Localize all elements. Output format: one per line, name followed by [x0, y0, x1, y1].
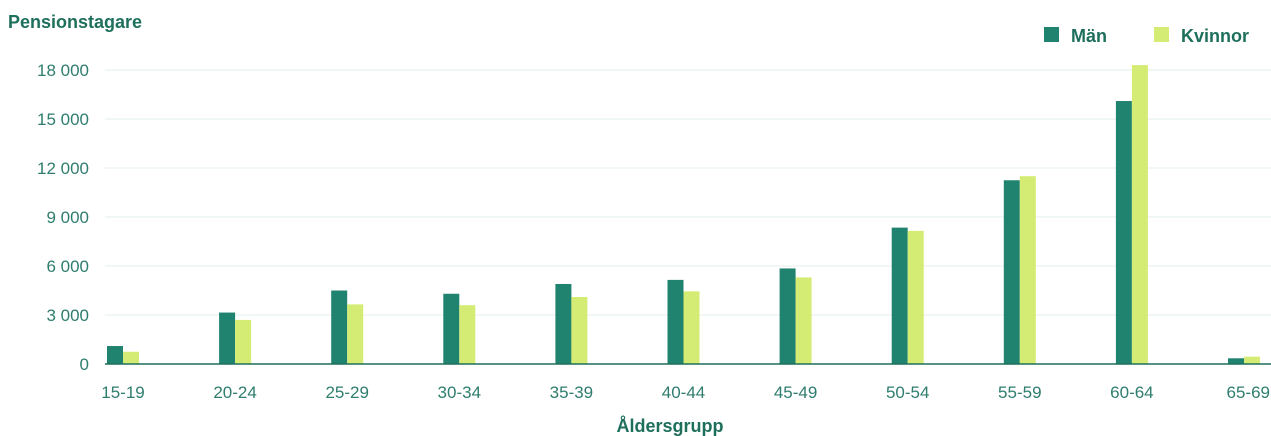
bar-man-50-54 [891, 227, 908, 364]
y-tick-label: 15 000 [37, 110, 89, 129]
bars [107, 65, 1260, 365]
y-tick-label: 0 [80, 355, 89, 374]
x-axis-ticks: 15-19 20-24 25-29 30-34 35-39 40-44 45-49 50-54… [101, 383, 1270, 402]
legend: Män Kvinnor [1044, 26, 1249, 46]
x-tick-label: 35-39 [550, 383, 593, 402]
x-tick-label: 25-29 [325, 383, 368, 402]
bar-kvinnor-30-34 [459, 305, 476, 364]
bar-kvinnor-40-44 [683, 291, 700, 364]
x-tick-label: 55-59 [998, 383, 1041, 402]
legend-swatch-man [1044, 27, 1059, 42]
bar-man-15-19 [107, 346, 123, 364]
bar-kvinnor-60-64 [1131, 65, 1148, 364]
bar-man-45-49 [779, 268, 796, 364]
bar-kvinnor-55-59 [1019, 176, 1036, 364]
bar-kvinnor-50-54 [907, 230, 924, 364]
x-tick-label: 50-54 [886, 383, 929, 402]
bar-kvinnor-15-19 [123, 351, 139, 364]
y-axis-title: Pensionstagare [8, 12, 142, 32]
bar-kvinnor-20-24 [235, 319, 252, 364]
bar-man-20-24 [219, 312, 236, 364]
y-tick-label: 12 000 [37, 159, 89, 178]
x-tick-label: 60-64 [1110, 383, 1153, 402]
y-tick-label: 3 000 [46, 306, 89, 325]
y-axis-ticks: 0 3 000 6 000 9 000 12 000 15 000 18 000 [37, 61, 89, 374]
x-tick-label: 40-44 [662, 383, 705, 402]
bar-man-25-29 [331, 290, 348, 364]
x-tick-label: 20-24 [213, 383, 256, 402]
bar-kvinnor-25-29 [347, 304, 364, 364]
bar-kvinnor-35-39 [571, 297, 588, 364]
y-tick-label: 9 000 [46, 208, 89, 227]
bar-man-40-44 [667, 279, 684, 364]
bar-kvinnor-65-69 [1244, 356, 1260, 364]
bar-man-65-69 [1228, 358, 1244, 364]
bar-man-55-59 [1003, 180, 1020, 364]
bar-man-30-34 [443, 293, 460, 364]
legend-swatch-kvinnor [1154, 27, 1169, 42]
x-axis-title: Åldersgrupp [616, 416, 723, 436]
gridlines [105, 69, 1271, 316]
bar-man-60-64 [1115, 101, 1132, 365]
x-tick-label: 45-49 [774, 383, 817, 402]
y-tick-label: 6 000 [46, 257, 89, 276]
legend-label-kvinnor: Kvinnor [1181, 26, 1249, 46]
bar-kvinnor-45-49 [795, 277, 812, 364]
x-tick-label: 30-34 [438, 383, 481, 402]
bar-man-35-39 [555, 283, 572, 364]
legend-label-man: Män [1071, 26, 1107, 46]
y-tick-label: 18 000 [37, 61, 89, 80]
x-tick-label: 15-19 [101, 383, 144, 402]
x-tick-label: 65-69 [1227, 383, 1270, 402]
